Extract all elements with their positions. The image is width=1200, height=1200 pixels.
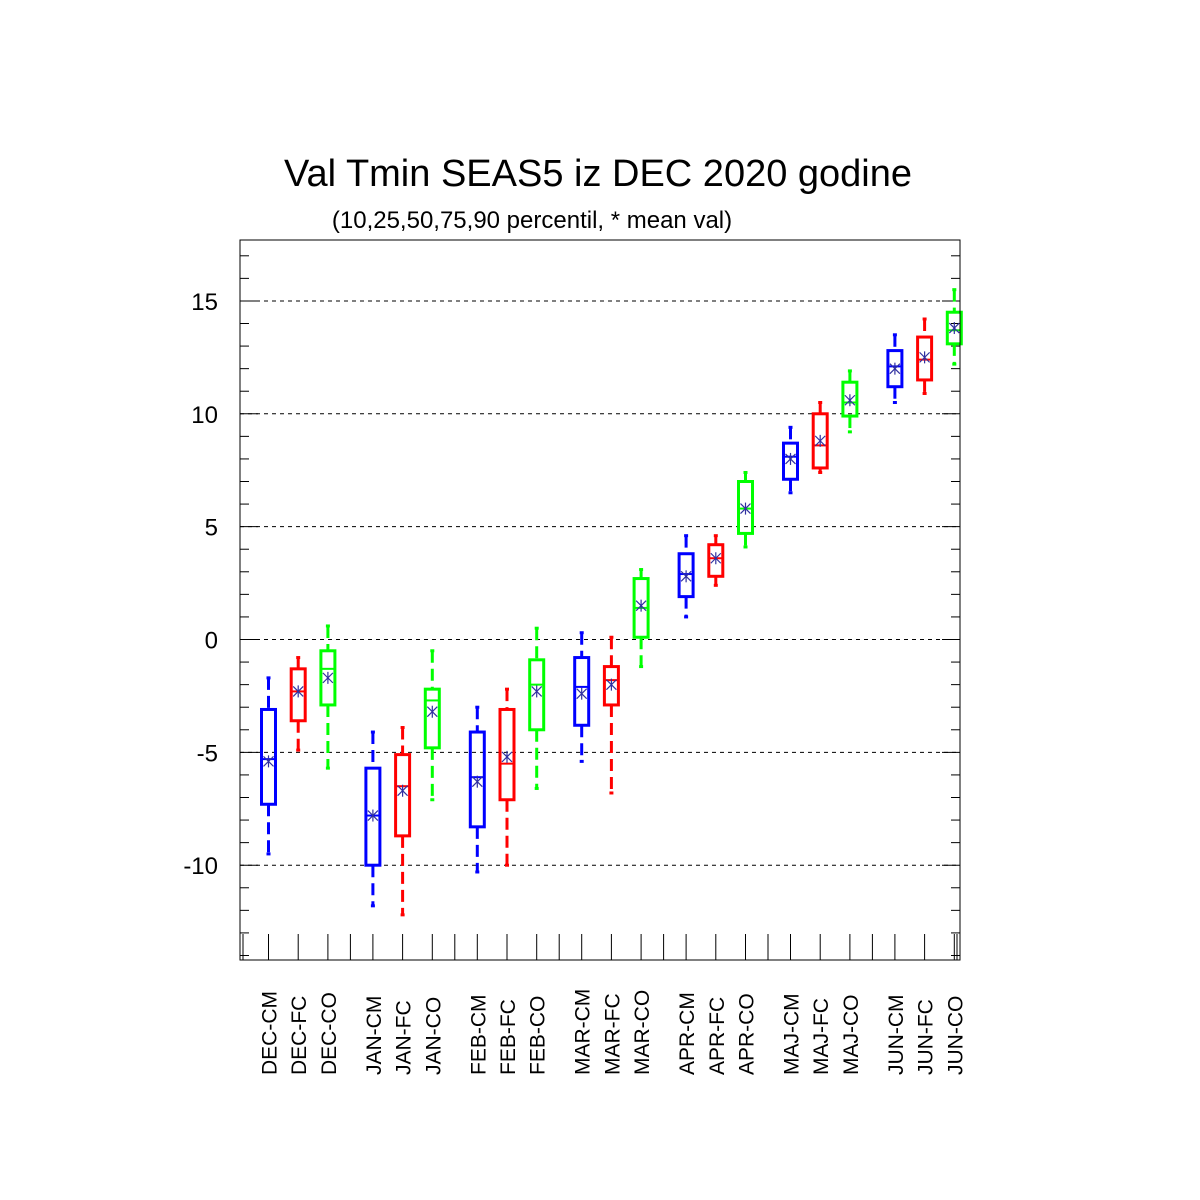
box-maj-co [841, 369, 859, 434]
iqr-box [468, 730, 486, 829]
iqr-box [916, 335, 934, 382]
iqr-box [602, 665, 620, 707]
x-tick-label: DEC-CO [318, 992, 341, 1075]
x-tick-label: JUN-CM [885, 995, 908, 1075]
iqr-box [945, 310, 963, 346]
iqr-box [394, 753, 412, 838]
iqr-box [573, 656, 591, 727]
box-apr-cm [677, 534, 695, 619]
mean-marker [814, 434, 826, 447]
box-feb-fc [498, 687, 516, 867]
y-tick-label: 10 [191, 402, 218, 429]
mean-marker [397, 784, 409, 797]
mean-marker [322, 671, 334, 684]
iqr-box [423, 687, 441, 750]
mean-marker [367, 809, 379, 822]
mean-marker [531, 685, 543, 698]
mean-marker [426, 705, 438, 718]
box-maj-cm [782, 425, 799, 495]
iqr-box [677, 552, 695, 599]
x-tick-label: MAR-FC [601, 993, 624, 1075]
box-jun-cm [886, 333, 904, 405]
x-tick-label: FEB-FC [497, 999, 520, 1075]
iqr-box [319, 649, 337, 707]
mean-marker [501, 750, 513, 763]
mean-marker [605, 678, 617, 691]
iqr-box [498, 707, 516, 802]
x-tick-label: DEC-CM [259, 991, 282, 1075]
grid-lines [240, 300, 960, 866]
iqr-box [707, 543, 725, 578]
chart-title: Val Tmin SEAS5 iz DEC 2020 godine [284, 153, 912, 195]
chart-subtitle: (10,25,50,75,90 percentil, * mean val) [332, 207, 732, 234]
mean-marker [919, 351, 931, 364]
box-maj-fc [811, 401, 829, 474]
iqr-box [289, 667, 307, 723]
box-feb-cm [468, 705, 486, 874]
mean-marker [635, 599, 647, 612]
iqr-box [528, 658, 546, 732]
box-jun-co [945, 288, 963, 366]
mean-marker [471, 775, 483, 788]
x-tick-label: FEB-CO [527, 996, 550, 1075]
mean-marker [844, 394, 856, 407]
x-tick-label: APR-CM [676, 992, 699, 1075]
x-tick-label: DEC-FC [288, 996, 311, 1075]
mean-marker [710, 552, 722, 565]
x-tick-label: MAR-CM [572, 989, 595, 1075]
iqr-box [886, 349, 904, 389]
x-tick-label: MAR-CO [631, 990, 654, 1075]
iqr-box [260, 707, 277, 806]
x-tick-label: APR-FC [706, 997, 729, 1075]
mean-marker [576, 687, 588, 700]
box-jan-cm [364, 730, 382, 908]
x-tick-label: MAJ-CO [840, 995, 863, 1076]
y-tick-label: 5 [205, 515, 218, 542]
x-tick-label: JUN-CO [944, 996, 967, 1075]
x-tick-label: FEB-CM [467, 995, 490, 1076]
iqr-box [841, 380, 859, 418]
x-tick-label: MAJ-CM [781, 993, 804, 1075]
box-plots [260, 288, 963, 917]
x-tick-label: JUN-FC [915, 999, 938, 1075]
iqr-box [782, 441, 799, 481]
box-mar-co [632, 568, 650, 669]
x-tick-label: JAN-FC [393, 1000, 416, 1075]
box-jun-fc [916, 317, 934, 395]
box-mar-cm [573, 631, 591, 763]
x-axis-tick-labels: DEC-CM DEC-FC DEC-CO JAN-CM JAN-FC JAN-CO FEB-… [259, 989, 968, 1075]
box-apr-co [737, 470, 754, 549]
box-jan-fc [394, 726, 412, 917]
y-tick-label: 0 [205, 627, 218, 654]
axis-ticks [240, 255, 960, 960]
box-dec-co [319, 624, 337, 770]
y-tick-label: 15 [191, 289, 218, 316]
box-apr-fc [707, 534, 725, 587]
box-jan-co [423, 649, 441, 802]
mean-marker [292, 685, 304, 698]
x-tick-label: JAN-CO [422, 997, 445, 1075]
mean-marker [263, 755, 274, 768]
iqr-box [737, 480, 754, 535]
box-dec-cm [260, 676, 277, 856]
x-tick-label: JAN-CM [363, 996, 386, 1075]
iqr-box [364, 766, 382, 867]
box-feb-co [528, 626, 546, 790]
mean-marker [740, 502, 751, 515]
mean-marker [680, 570, 692, 583]
plot-area-frame [239, 239, 961, 961]
x-tick-label: APR-CO [736, 993, 759, 1075]
y-tick-label: -10 [183, 853, 218, 880]
y-axis-tick-labels: -10 -5 0 5 10 15 [183, 289, 218, 880]
mean-marker [948, 322, 960, 335]
y-tick-label: -5 [197, 740, 218, 767]
x-tick-label: MAJ-FC [810, 998, 833, 1075]
mean-marker [889, 362, 901, 375]
iqr-box [811, 412, 829, 470]
mean-marker [785, 452, 796, 465]
box-dec-fc [289, 656, 307, 752]
box-mar-fc [602, 635, 620, 795]
